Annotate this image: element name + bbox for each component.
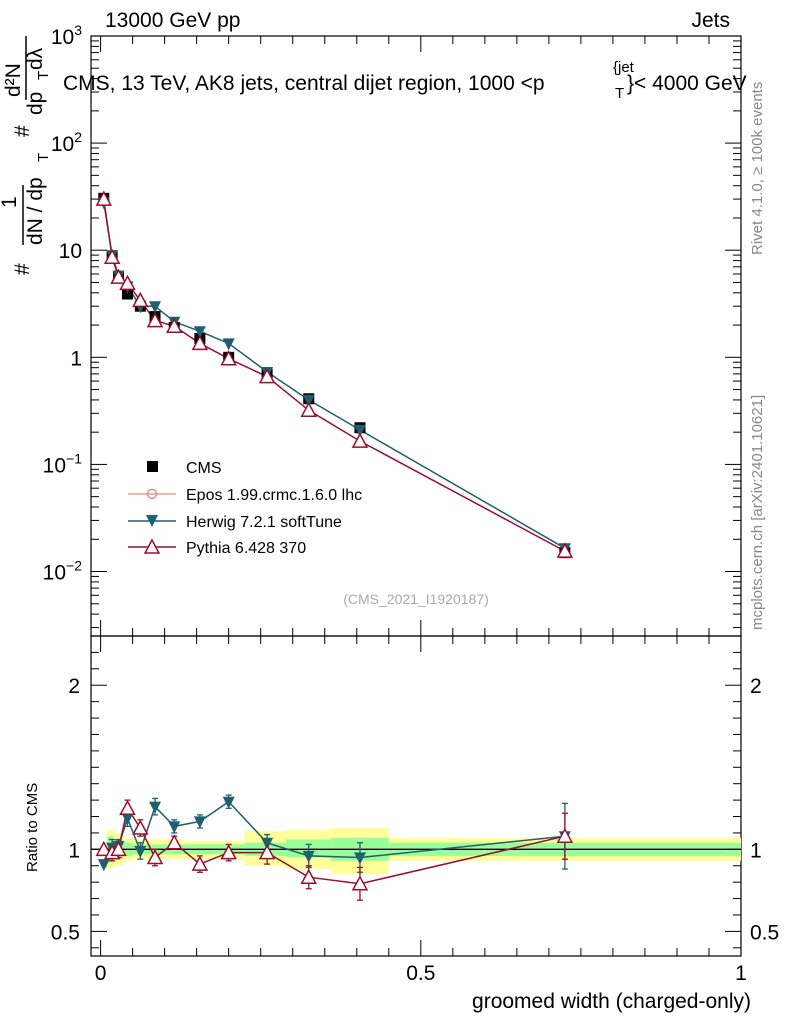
title-main: CMS, 13 TeV, AK8 jets, central dijet reg… bbox=[63, 72, 545, 95]
legend: CMS Epos 1.99.crmc.1.6.0 lhc Herwig 7.2.… bbox=[128, 460, 362, 557]
ratio-y-tick-label: 2 bbox=[68, 675, 80, 698]
ylabel-hash1: # bbox=[11, 263, 34, 275]
ratio-point-herwig bbox=[353, 852, 366, 865]
legend-label-cms: CMS bbox=[186, 460, 222, 477]
x-tick-label: 0 bbox=[95, 962, 107, 985]
legend-marker-herwig bbox=[146, 515, 158, 527]
plot-title: CMS, 13 TeV, AK8 jets, central dijet reg… bbox=[63, 59, 747, 102]
data-point-pythia bbox=[103, 248, 121, 264]
title-sub: T bbox=[615, 85, 624, 102]
ratio-point-herwig bbox=[149, 801, 162, 814]
ratio-y-tick-label: 1 bbox=[750, 839, 762, 862]
legend-label-pythia: Pythia 6.428 370 bbox=[186, 540, 306, 557]
ratio-point-herwig bbox=[193, 816, 206, 829]
ratio-point-pythia bbox=[258, 844, 276, 860]
legend-marker-epos bbox=[146, 488, 158, 500]
data-point-pythia bbox=[556, 542, 574, 558]
ratio-ylabel: Ratio to CMS bbox=[24, 783, 41, 872]
data-point-herwig bbox=[193, 326, 206, 339]
y-tick-label: 10−2 bbox=[43, 558, 83, 585]
ratio-point-herwig bbox=[134, 845, 147, 858]
ylabel-t2: T bbox=[35, 71, 52, 80]
legend-marker-pythia bbox=[143, 538, 161, 554]
ylabel-dlambda: dλ bbox=[24, 47, 47, 70]
legend-label-epos: Epos 1.99.crmc.1.6.0 lhc bbox=[186, 487, 362, 504]
ratio-xlabel: groomed width (charged-only) bbox=[472, 990, 751, 1013]
ylabel-t1: T bbox=[35, 153, 52, 162]
mcplots-label: mcplots.cern.ch [arXiv:2401.10621] bbox=[749, 395, 766, 630]
ratio-y-tick-label: 2 bbox=[750, 675, 762, 698]
ratio-point-pythia bbox=[119, 799, 136, 816]
ratio-point-herwig bbox=[121, 813, 134, 826]
data-point-pythia bbox=[258, 368, 276, 384]
ratio-y-tick-label: 0.5 bbox=[750, 921, 779, 944]
ratio-plot-frame bbox=[90, 635, 742, 957]
y-tick-label: 10−1 bbox=[43, 450, 83, 477]
data-point-cms bbox=[122, 288, 134, 300]
ylabel-hash2: # bbox=[11, 125, 34, 137]
legend-item-herwig: Herwig 7.2.1 softTune bbox=[128, 514, 342, 531]
data-point-pythia bbox=[220, 350, 237, 366]
data-point-herwig bbox=[302, 394, 315, 407]
ylabel-dp: dp bbox=[24, 92, 47, 115]
ratio-series bbox=[95, 794, 574, 901]
data-point-pythia bbox=[110, 268, 127, 284]
data-point-pythia bbox=[119, 274, 136, 291]
ratio-point-herwig bbox=[302, 850, 315, 863]
legend-item-cms: CMS bbox=[147, 460, 222, 477]
ylabel-one: 1 bbox=[0, 196, 21, 208]
main-series bbox=[95, 190, 574, 559]
title-sup: {jet bbox=[613, 59, 635, 76]
ratio-point-pythia bbox=[165, 834, 183, 850]
legend-label-herwig: Herwig 7.2.1 softTune bbox=[186, 514, 342, 531]
data-point-pythia bbox=[351, 432, 369, 448]
header-left: 13000 GeV pp bbox=[105, 9, 240, 32]
ratio-y-tick-label: 1 bbox=[68, 839, 80, 862]
ratio-point-pythia bbox=[95, 840, 113, 857]
x-tick-label: 1 bbox=[735, 962, 747, 985]
data-point-pythia bbox=[95, 190, 113, 206]
y-tick-label: 102 bbox=[51, 129, 82, 156]
ratio-point-pythia bbox=[556, 827, 574, 843]
ratio-point-pythia bbox=[110, 840, 127, 857]
ylabel-d2n: d²N bbox=[2, 63, 25, 97]
legend-marker-cms bbox=[147, 461, 158, 472]
legend-item-epos: Epos 1.99.crmc.1.6.0 lhc bbox=[128, 487, 362, 504]
y-tick-label: 10 bbox=[59, 240, 82, 263]
ratio-point-herwig bbox=[261, 837, 274, 850]
data-point-pythia bbox=[132, 291, 149, 308]
ratio-point-pythia bbox=[132, 819, 149, 835]
ratio-point-herwig bbox=[97, 859, 110, 872]
ratio-point-pythia bbox=[191, 855, 209, 871]
ratio-axes: 0.5 0.51 12 20 0.5 1 bbox=[51, 636, 779, 985]
main-ylabel: # 1 dN / dp T # d²N dp T dλ bbox=[0, 36, 52, 275]
header-right: Jets bbox=[691, 9, 730, 32]
data-point-pythia bbox=[300, 401, 317, 418]
ratio-point-pythia bbox=[300, 868, 317, 884]
data-point-herwig bbox=[222, 338, 235, 351]
ratio-point-pythia bbox=[146, 848, 164, 865]
main-axes: 10−2 10−1 1 10 102 103 bbox=[43, 22, 742, 636]
data-point-pythia bbox=[146, 312, 164, 328]
data-point-herwig bbox=[149, 301, 162, 314]
ratio-point-pythia bbox=[220, 844, 237, 860]
x-tick-label: 0.5 bbox=[406, 962, 435, 985]
legend-item-pythia: Pythia 6.428 370 bbox=[128, 538, 306, 557]
y-tick-label: 1 bbox=[70, 347, 82, 370]
rivet-label: Rivet 4.1.0, ≥ 100k events bbox=[749, 82, 766, 255]
ratio-point-herwig bbox=[168, 821, 181, 834]
ratio-point-pythia bbox=[351, 875, 369, 891]
y-tick-label: 103 bbox=[51, 22, 82, 49]
data-point-herwig bbox=[353, 424, 366, 437]
ratio-y-tick-label: 0.5 bbox=[51, 921, 80, 944]
data-point-pythia bbox=[191, 334, 209, 351]
data-point-pythia bbox=[165, 317, 183, 333]
ylabel-dn-dpt: dN / dp bbox=[24, 177, 47, 245]
ratio-point-herwig bbox=[222, 796, 235, 809]
title-end: }< 4000 GeV bbox=[627, 72, 747, 95]
analysis-watermark: (CMS_2021_I1920187) bbox=[343, 591, 489, 607]
